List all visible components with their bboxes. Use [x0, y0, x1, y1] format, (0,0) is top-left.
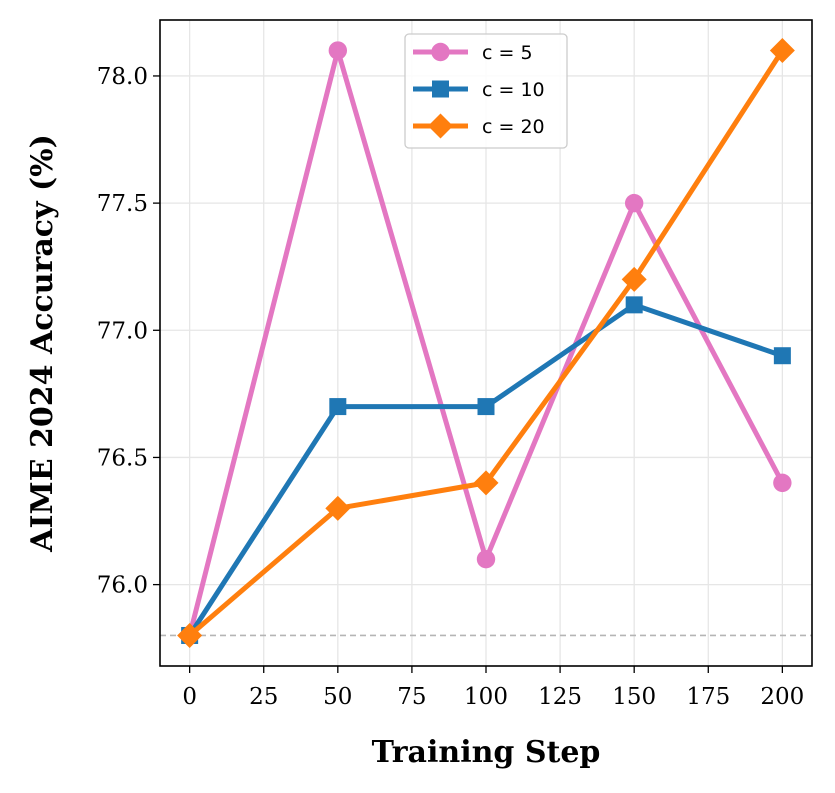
legend: c = 5 c = 10 c = 20 — [404, 33, 568, 149]
point-marker — [773, 473, 792, 493]
y-tick-label: 78.0 — [97, 64, 148, 90]
point-marker — [325, 495, 351, 521]
point-marker — [476, 549, 496, 569]
x-tick-label: 75 — [397, 684, 426, 710]
x-axis-label: Training Step — [372, 735, 601, 770]
point-marker — [432, 80, 449, 98]
legend-label: c = 5 — [482, 42, 533, 64]
series-group — [177, 38, 795, 648]
legend-item: c = 5 — [413, 42, 533, 64]
point-marker — [428, 113, 453, 139]
x-tick-label: 25 — [249, 684, 278, 710]
point-marker — [328, 41, 348, 60]
legend-label: c = 20 — [482, 116, 545, 138]
x-axis-ticks: 0 25 50 75 100 125 150 175 200 — [182, 666, 804, 710]
y-tick-label: 77.5 — [97, 191, 148, 217]
point-marker — [621, 266, 647, 292]
x-tick-label: 125 — [538, 684, 582, 710]
y-axis-label: AIME 2024 Accuracy (%) — [25, 134, 60, 553]
y-tick-label: 77.0 — [97, 318, 148, 344]
legend-item: c = 10 — [413, 79, 545, 101]
point-marker — [624, 193, 644, 213]
legend-label: c = 10 — [482, 79, 545, 101]
point-marker — [773, 347, 791, 365]
point-marker — [329, 398, 347, 416]
legend-item: c = 20 — [413, 113, 545, 139]
y-tick-label: 76.5 — [97, 445, 148, 471]
point-marker — [625, 296, 643, 314]
x-tick-label: 150 — [612, 684, 656, 710]
point-marker — [177, 622, 203, 648]
x-tick-label: 200 — [760, 684, 804, 710]
point-marker — [477, 398, 495, 416]
x-tick-label: 50 — [323, 684, 352, 710]
x-tick-label: 100 — [464, 684, 508, 710]
y-axis-ticks: 76.0 76.5 77.0 77.5 78.0 — [97, 64, 160, 599]
point-marker — [473, 470, 499, 496]
x-tick-label: 175 — [686, 684, 730, 710]
series-3 — [177, 38, 795, 648]
y-tick-label: 76.0 — [97, 573, 148, 599]
point-marker — [769, 38, 795, 64]
point-marker — [431, 42, 450, 62]
x-tick-label: 0 — [182, 684, 197, 710]
